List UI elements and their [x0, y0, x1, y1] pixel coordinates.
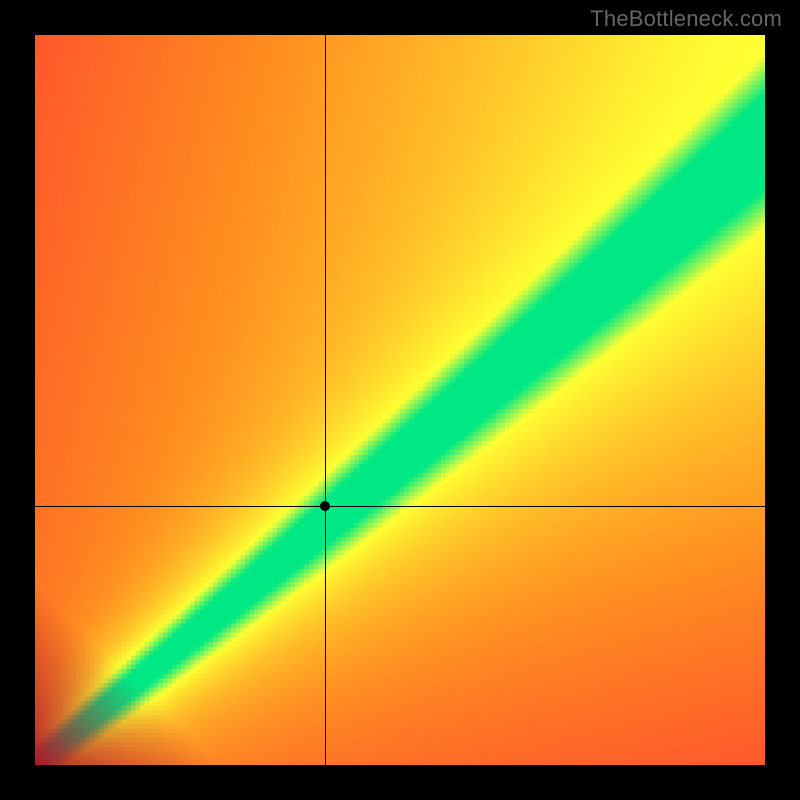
watermark: TheBottleneck.com: [590, 6, 782, 32]
data-point-marker: [320, 501, 330, 511]
heatmap-plot: [35, 35, 765, 765]
heatmap-canvas: [35, 35, 765, 765]
crosshair-vertical: [325, 35, 326, 765]
crosshair-horizontal: [35, 506, 765, 507]
